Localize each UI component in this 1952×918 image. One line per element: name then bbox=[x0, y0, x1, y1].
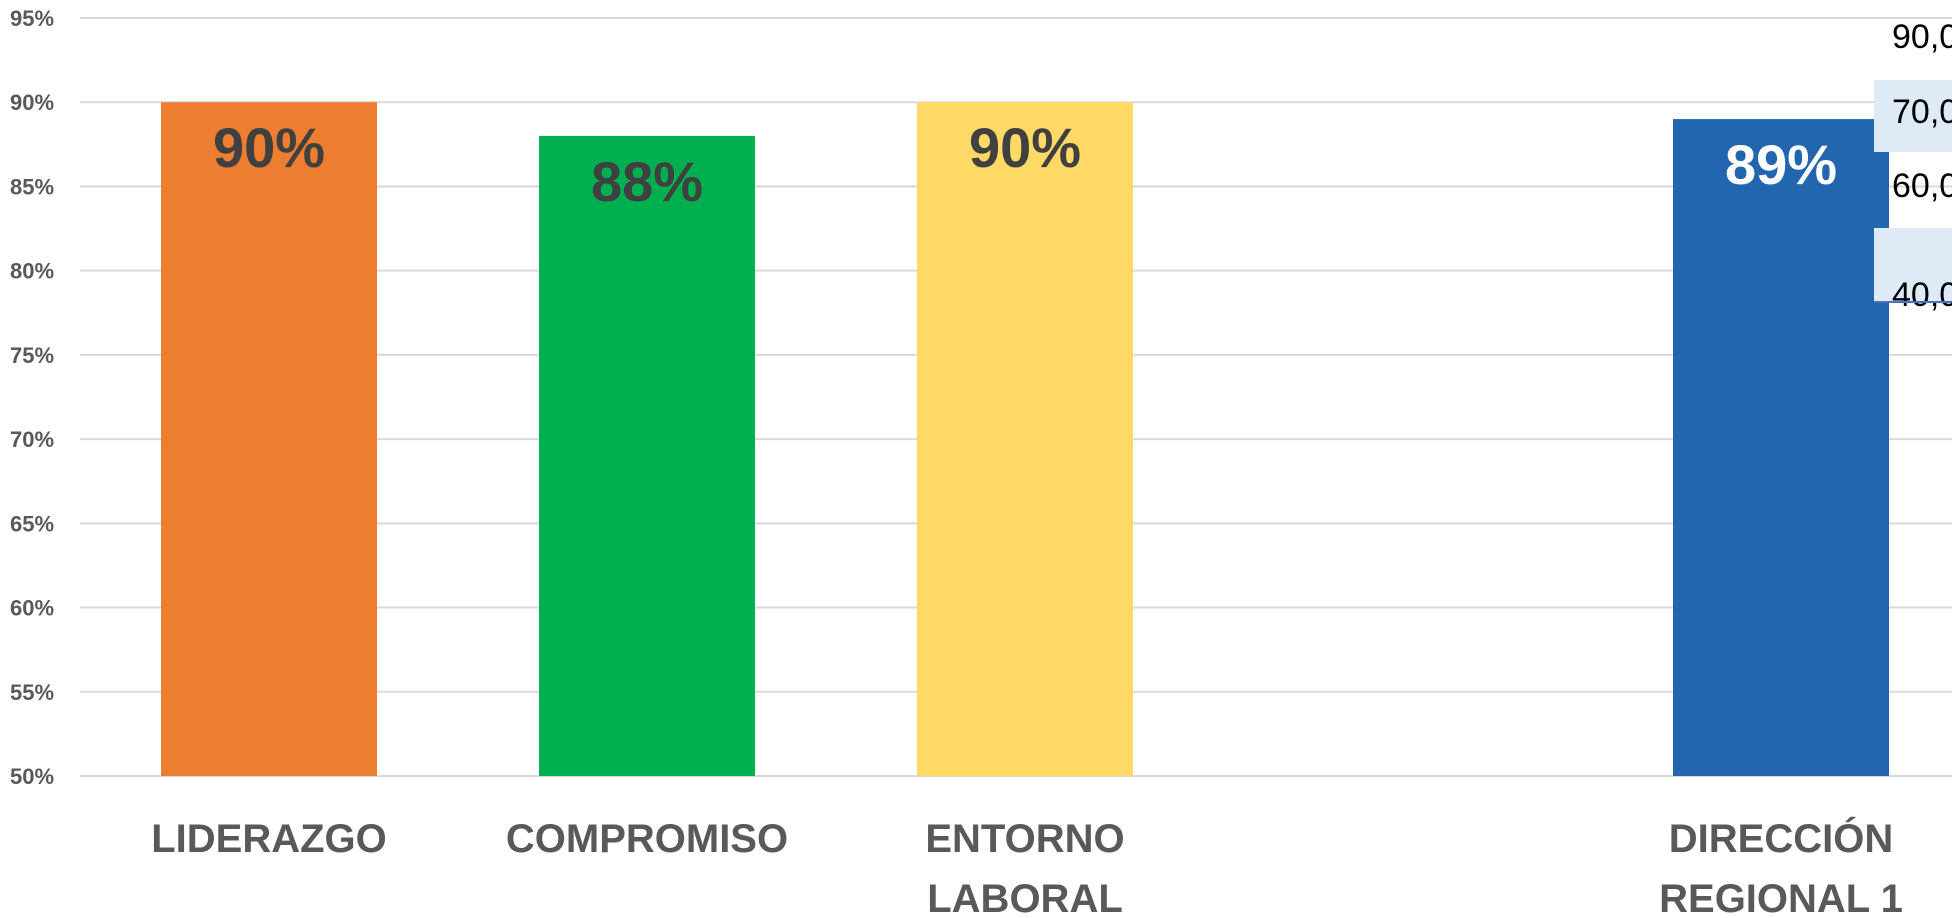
side-table-value: 60,0 bbox=[1892, 167, 1952, 205]
category-label: DIRECCIÓN bbox=[1669, 815, 1893, 861]
category-label: LIDERAZGO bbox=[151, 817, 387, 861]
y-tick-label: 55% bbox=[10, 680, 54, 705]
data-label: 88% bbox=[591, 150, 703, 213]
bar bbox=[161, 102, 377, 776]
data-labels: 90% 88% 90% 89% bbox=[213, 116, 1837, 213]
y-tick-label: 95% bbox=[10, 6, 54, 31]
bar bbox=[539, 135, 755, 776]
data-label: 90% bbox=[969, 116, 1081, 179]
category-label: COMPROMISO bbox=[506, 817, 788, 861]
y-tick-label: 65% bbox=[10, 511, 54, 536]
y-axis-ticks: 50% 55% 60% 65% 70% 75% 80% 85% 90% 95% bbox=[10, 6, 54, 789]
data-label: 89% bbox=[1725, 133, 1837, 196]
bars bbox=[161, 102, 1889, 777]
bar bbox=[1673, 119, 1889, 777]
y-tick-label: 80% bbox=[10, 259, 54, 284]
side-table-cell-bg bbox=[1874, 228, 1952, 302]
side-table-value: 40,0 bbox=[1892, 276, 1952, 314]
side-table-cell-bg bbox=[1874, 80, 1952, 152]
category-labels: LIDERAZGO COMPROMISO ENTORNO LABORAL DIRECCI… bbox=[151, 815, 1903, 918]
side-table-value: 90,0 bbox=[1892, 18, 1952, 56]
category-label: REGIONAL 1 bbox=[1659, 877, 1903, 918]
category-label: ENTORNO bbox=[925, 817, 1124, 861]
y-tick-label: 90% bbox=[10, 90, 54, 115]
y-tick-label: 50% bbox=[10, 764, 54, 789]
y-tick-label: 60% bbox=[10, 596, 54, 621]
data-label: 90% bbox=[213, 116, 325, 179]
y-tick-label: 85% bbox=[10, 174, 54, 199]
side-table-value: 70,0 bbox=[1892, 93, 1952, 131]
bar bbox=[917, 102, 1133, 776]
side-table-fragment: 90,0 70,0 60,0 40,0 bbox=[1874, 18, 1952, 314]
y-tick-label: 75% bbox=[10, 343, 54, 368]
y-tick-label: 70% bbox=[10, 427, 54, 452]
category-label: LABORAL bbox=[927, 877, 1123, 918]
